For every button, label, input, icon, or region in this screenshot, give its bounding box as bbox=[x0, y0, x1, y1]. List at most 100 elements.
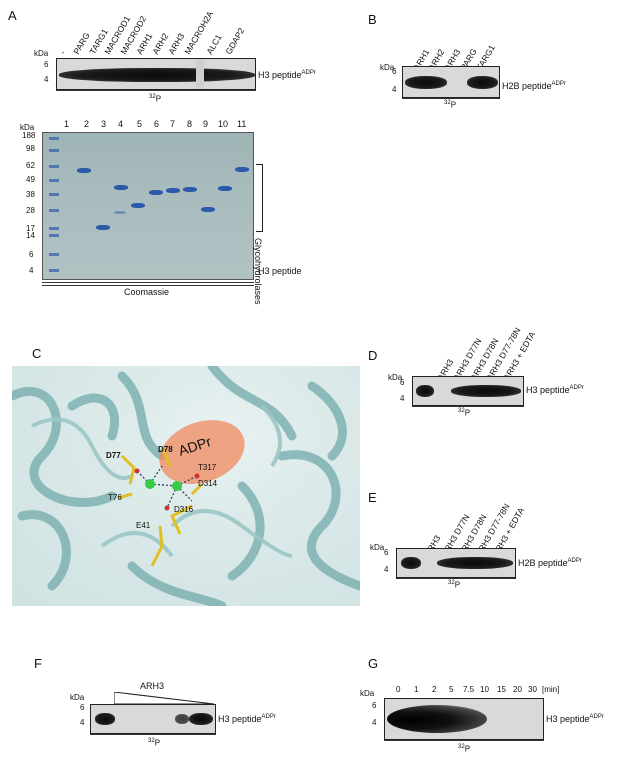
marker-6: 6 bbox=[392, 67, 397, 76]
marker-4: 4 bbox=[384, 565, 389, 574]
adpr-blob bbox=[159, 420, 245, 484]
blot-gap bbox=[196, 59, 204, 89]
time-label: 20 bbox=[513, 685, 522, 694]
p32-label: 32P bbox=[458, 408, 470, 418]
peptide-sup: ADPr bbox=[301, 70, 316, 76]
marker-4: 4 bbox=[400, 394, 405, 403]
lane-number: 9 bbox=[203, 119, 209, 129]
blot-band bbox=[59, 68, 255, 82]
p32-label: 32P bbox=[149, 94, 161, 104]
p32-mass: 32 bbox=[149, 94, 156, 100]
panel-b-letter: B bbox=[368, 12, 377, 27]
lane-number: 10 bbox=[218, 119, 229, 129]
rule bbox=[90, 734, 216, 735]
blot-band bbox=[401, 557, 421, 569]
panel-e-blot bbox=[396, 548, 516, 578]
peptide-sup: ADPr bbox=[589, 714, 604, 720]
gel-marker: 49 bbox=[26, 175, 35, 184]
gel-marker: 98 bbox=[26, 144, 35, 153]
panel-b-blot bbox=[402, 66, 500, 98]
protein-band bbox=[201, 207, 215, 212]
rule bbox=[412, 406, 524, 407]
protein-band bbox=[96, 225, 110, 230]
blot-band bbox=[467, 76, 498, 89]
time-unit: [min] bbox=[542, 685, 560, 694]
glyco-bracket bbox=[256, 164, 263, 232]
rule bbox=[42, 285, 254, 286]
panel-g-letter: G bbox=[368, 656, 379, 671]
protein-band bbox=[149, 190, 163, 195]
p32-label: 32P bbox=[458, 744, 470, 754]
ladder-band bbox=[49, 179, 59, 182]
ladder-band bbox=[49, 253, 59, 256]
marker-4: 4 bbox=[372, 718, 377, 727]
time-label: 15 bbox=[497, 685, 506, 694]
peptide-label: H2B peptideADPr bbox=[518, 558, 582, 568]
peptide-name: H2B peptide bbox=[518, 558, 568, 568]
metal-ion bbox=[172, 481, 182, 491]
coomassie-label: Coomassie bbox=[124, 287, 170, 297]
lane-number: 3 bbox=[101, 119, 107, 129]
p32-element: P bbox=[155, 94, 162, 104]
protein-band bbox=[235, 167, 249, 172]
lane-number: 6 bbox=[154, 119, 160, 129]
protein-band bbox=[183, 187, 197, 192]
panel-c-letter: C bbox=[32, 346, 42, 361]
residue-label: E41 bbox=[136, 521, 151, 530]
protein-band bbox=[77, 168, 91, 173]
blot-band bbox=[405, 76, 447, 89]
gel-marker: 17 bbox=[26, 224, 35, 233]
p32-label: 32P bbox=[448, 580, 460, 590]
panel-e-letter: E bbox=[368, 490, 377, 505]
lane-number: 7 bbox=[170, 119, 176, 129]
kda-label: kDa bbox=[70, 693, 85, 702]
p32-element: P bbox=[464, 408, 471, 418]
p32-label: 32P bbox=[444, 100, 456, 110]
peptide-name: H2B peptide bbox=[502, 81, 552, 91]
ladder-band bbox=[49, 234, 59, 237]
gel-marker: 28 bbox=[26, 206, 35, 215]
blot-band bbox=[175, 714, 189, 724]
residue-label: D78 bbox=[158, 445, 173, 454]
gel-marker: 4 bbox=[29, 266, 34, 275]
gel-peptide-label: H3 peptide bbox=[258, 266, 302, 276]
kda-label: kDa bbox=[388, 373, 403, 382]
peptide-label: H3 peptideADPr bbox=[546, 714, 604, 724]
arh3-structure: ADPr D77 D78 T317 D314 T76 D316 E41 bbox=[12, 366, 360, 606]
ladder-band bbox=[49, 149, 59, 152]
gel-marker: 38 bbox=[26, 190, 35, 199]
gel-marker: 188 bbox=[22, 131, 36, 140]
residue-label: T317 bbox=[198, 463, 217, 472]
p32-mass: 32 bbox=[148, 738, 155, 744]
blot-band bbox=[437, 557, 513, 569]
lane-number: 8 bbox=[187, 119, 193, 129]
panel-d-blot bbox=[412, 376, 524, 406]
marker-6: 6 bbox=[400, 378, 405, 387]
ladder-band bbox=[49, 209, 59, 212]
gel-kda-label: kDa bbox=[20, 123, 35, 132]
time-label: 7.5 bbox=[463, 685, 475, 694]
marker-6: 6 bbox=[384, 548, 389, 557]
rule bbox=[42, 282, 254, 283]
gel-marker: 6 bbox=[29, 250, 34, 259]
p32-mass: 32 bbox=[448, 580, 455, 586]
peptide-name: H3 peptide bbox=[546, 714, 590, 724]
p32-element: P bbox=[454, 580, 461, 590]
protein-band bbox=[114, 211, 126, 214]
marker-4: 4 bbox=[44, 75, 49, 84]
peptide-name: H3 peptide bbox=[526, 385, 570, 395]
peptide-label: H3 peptideADPr bbox=[258, 70, 316, 80]
residue-label: D77 bbox=[106, 451, 121, 460]
peptide-sup: ADPr bbox=[551, 81, 566, 87]
protein-band bbox=[114, 185, 128, 190]
lane-number: 2 bbox=[84, 119, 90, 129]
marker-6: 6 bbox=[80, 703, 85, 712]
peptide-sup: ADPr bbox=[261, 714, 276, 720]
kda-label: kDa bbox=[380, 63, 395, 72]
ladder-band bbox=[49, 227, 59, 230]
lane-label: GDAP2 bbox=[223, 26, 247, 56]
peptide-sup: ADPr bbox=[567, 558, 582, 564]
protein-band bbox=[131, 203, 145, 208]
marker-4: 4 bbox=[392, 85, 397, 94]
blot-band bbox=[95, 713, 115, 725]
